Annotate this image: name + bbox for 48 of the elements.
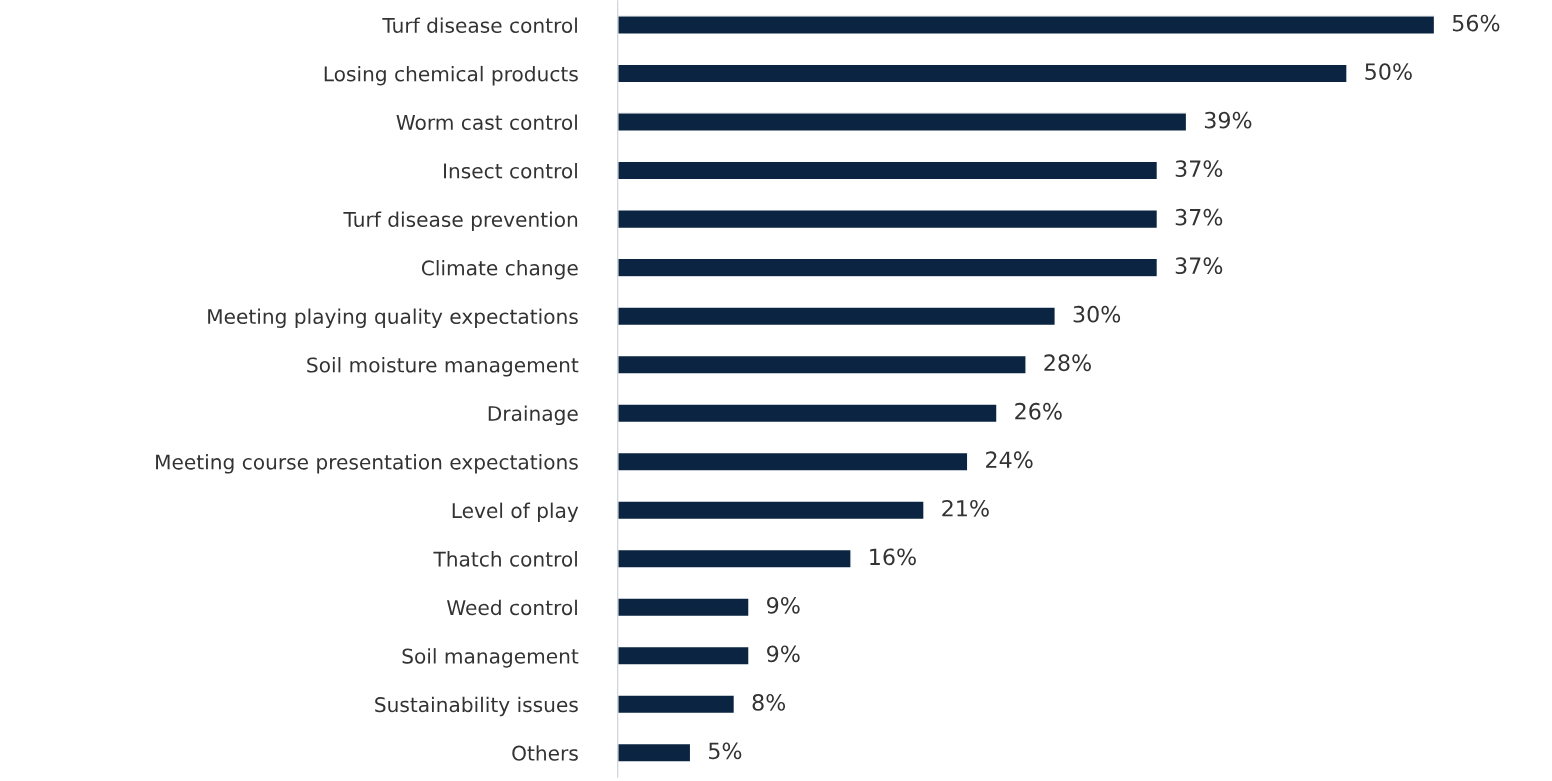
y-tick-label: Level of play	[452, 502, 579, 523]
data-label: 37%	[1175, 160, 1223, 178]
bar	[617, 354, 1027, 375]
data-label: 9%	[767, 645, 800, 663]
y-tick-label: Drainage	[488, 405, 578, 426]
y-tick-label: Soil moisture management	[307, 357, 579, 377]
y-tick-label: Insect control	[444, 162, 577, 179]
data-label: 30%	[1073, 305, 1121, 323]
data-label: 50%	[1365, 63, 1412, 81]
y-tick-label: Thatch control	[433, 551, 577, 567]
bar	[617, 451, 969, 472]
y-tick-label: Turf disease control	[382, 17, 577, 33]
bar	[617, 209, 1159, 230]
bar	[617, 645, 750, 666]
bar	[617, 500, 925, 521]
data-label: 39%	[1204, 111, 1252, 129]
bar	[617, 160, 1159, 181]
data-label: 28%	[1044, 354, 1091, 372]
data-label: 24%	[986, 451, 1033, 469]
bar	[617, 597, 750, 618]
data-label: 56%	[1452, 14, 1500, 32]
y-tick-label: Sustainability issues	[375, 696, 578, 717]
y-tick-label: Meeting playing quality expectations	[208, 308, 578, 328]
bar	[617, 306, 1056, 327]
bar	[617, 112, 1188, 132]
bar	[617, 548, 852, 569]
y-tick-label: Others	[512, 745, 578, 761]
bar	[617, 694, 736, 715]
data-label: 26%	[1015, 402, 1062, 420]
y-tick-label: Turf disease prevention	[343, 211, 578, 231]
bar	[617, 63, 1348, 84]
y-tick-label: Climate change	[421, 259, 578, 280]
y-tick-label: Worm cast control	[396, 114, 577, 131]
data-label: 8%	[752, 693, 786, 711]
bar	[617, 742, 692, 763]
data-label: 9%	[767, 596, 800, 614]
bar	[617, 403, 998, 424]
data-label: 37%	[1175, 257, 1223, 275]
data-label: 16%	[870, 548, 916, 566]
data-label: 37%	[1175, 208, 1223, 226]
data-label: 5%	[709, 742, 742, 760]
y-tick-label: Losing chemical products	[324, 65, 578, 86]
bar	[617, 15, 1436, 35]
y-tick-label: Weed control	[446, 599, 577, 616]
y-tick-label: Soil management	[402, 648, 579, 668]
bar	[617, 257, 1159, 278]
data-label: 21%	[942, 499, 989, 517]
y-tick-label: Meeting course presentation expectations	[156, 454, 578, 474]
